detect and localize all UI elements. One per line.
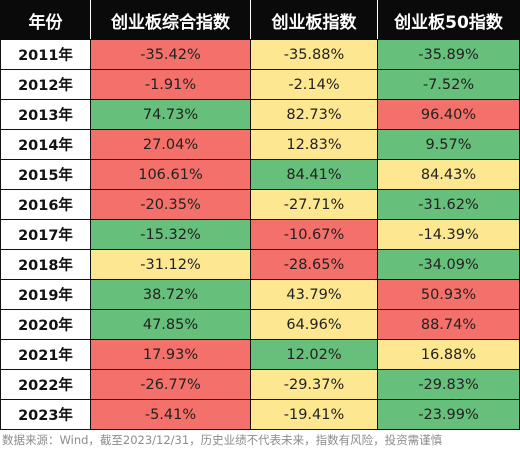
value-cell: -5.41% — [90, 399, 251, 430]
value-cell: -35.42% — [90, 39, 251, 70]
table-row: 2011年 -35.42% -35.88% -35.89% — [0, 39, 520, 70]
value-cell: 96.40% — [377, 99, 520, 130]
table-row: 2014年 27.04% 12.83% 9.57% — [0, 129, 520, 160]
value-cell: -23.99% — [377, 399, 520, 430]
year-cell: 2019年 — [0, 279, 91, 310]
header-year: 年份 — [0, 0, 91, 40]
data-source-note: 数据来源：Wind，截至2023/12/31，历史业绩不代表未来，指数有风险，投… — [2, 433, 443, 447]
year-cell: 2016年 — [0, 189, 91, 220]
year-cell: 2023年 — [0, 399, 91, 430]
value-cell: -27.71% — [250, 189, 378, 220]
table-row: 2021年 17.93% 12.02% 16.88% — [0, 339, 520, 370]
value-cell: 9.57% — [377, 129, 520, 160]
value-cell: -7.52% — [377, 69, 520, 100]
value-cell: -31.12% — [90, 249, 251, 280]
table-row: 2023年 -5.41% -19.41% -23.99% — [0, 399, 520, 430]
value-cell: 82.73% — [250, 99, 378, 130]
value-cell: -10.67% — [250, 219, 378, 250]
value-cell: 43.79% — [250, 279, 378, 310]
value-cell: 17.93% — [90, 339, 251, 370]
table-row: 2017年 -15.32% -10.67% -14.39% — [0, 219, 520, 250]
table-row: 2019年 38.72% 43.79% 50.93% — [0, 279, 520, 310]
year-cell: 2012年 — [0, 69, 91, 100]
table-body: 2011年 -35.42% -35.88% -35.89% 2012年 -1.9… — [0, 39, 520, 430]
table-row: 2012年 -1.91% -2.14% -7.52% — [0, 69, 520, 100]
value-cell: 64.96% — [250, 309, 378, 340]
value-cell: 74.73% — [90, 99, 251, 130]
value-cell: -14.39% — [377, 219, 520, 250]
value-cell: -15.32% — [90, 219, 251, 250]
value-cell: -1.91% — [90, 69, 251, 100]
table-row: 2020年 47.85% 64.96% 88.74% — [0, 309, 520, 340]
table-row: 2022年 -26.77% -29.37% -29.83% — [0, 369, 520, 400]
annual-returns-table: 年份 创业板综合指数 创业板指数 创业板50指数 2011年 -35.42% -… — [0, 0, 520, 430]
value-cell: 84.41% — [250, 159, 378, 190]
value-cell: -19.41% — [250, 399, 378, 430]
table-row: 2016年 -20.35% -27.71% -31.62% — [0, 189, 520, 220]
header-chinext-50: 创业板50指数 — [377, 0, 520, 40]
year-cell: 2021年 — [0, 339, 91, 370]
value-cell: -28.65% — [250, 249, 378, 280]
value-cell: 50.93% — [377, 279, 520, 310]
value-cell: 12.02% — [250, 339, 378, 370]
table-row: 2018年 -31.12% -28.65% -34.09% — [0, 249, 520, 280]
value-cell: -29.83% — [377, 369, 520, 400]
value-cell: 88.74% — [377, 309, 520, 340]
year-cell: 2020年 — [0, 309, 91, 340]
value-cell: 106.61% — [90, 159, 251, 190]
value-cell: -29.37% — [250, 369, 378, 400]
value-cell: -31.62% — [377, 189, 520, 220]
year-cell: 2014年 — [0, 129, 91, 160]
value-cell: -35.88% — [250, 39, 378, 70]
value-cell: 27.04% — [90, 129, 251, 160]
year-cell: 2015年 — [0, 159, 91, 190]
value-cell: 84.43% — [377, 159, 520, 190]
year-cell: 2011年 — [0, 39, 91, 70]
table-header-row: 年份 创业板综合指数 创业板指数 创业板50指数 — [0, 0, 520, 40]
year-cell: 2017年 — [0, 219, 91, 250]
value-cell: -2.14% — [250, 69, 378, 100]
value-cell: 38.72% — [90, 279, 251, 310]
value-cell: 12.83% — [250, 129, 378, 160]
value-cell: -26.77% — [90, 369, 251, 400]
table-row: 2015年 106.61% 84.41% 84.43% — [0, 159, 520, 190]
value-cell: -20.35% — [90, 189, 251, 220]
value-cell: -35.89% — [377, 39, 520, 70]
year-cell: 2022年 — [0, 369, 91, 400]
value-cell: -34.09% — [377, 249, 520, 280]
table-row: 2013年 74.73% 82.73% 96.40% — [0, 99, 520, 130]
value-cell: 16.88% — [377, 339, 520, 370]
year-cell: 2013年 — [0, 99, 91, 130]
value-cell: 47.85% — [90, 309, 251, 340]
header-chinext-index: 创业板指数 — [250, 0, 378, 40]
header-chinext-composite: 创业板综合指数 — [90, 0, 251, 40]
year-cell: 2018年 — [0, 249, 91, 280]
